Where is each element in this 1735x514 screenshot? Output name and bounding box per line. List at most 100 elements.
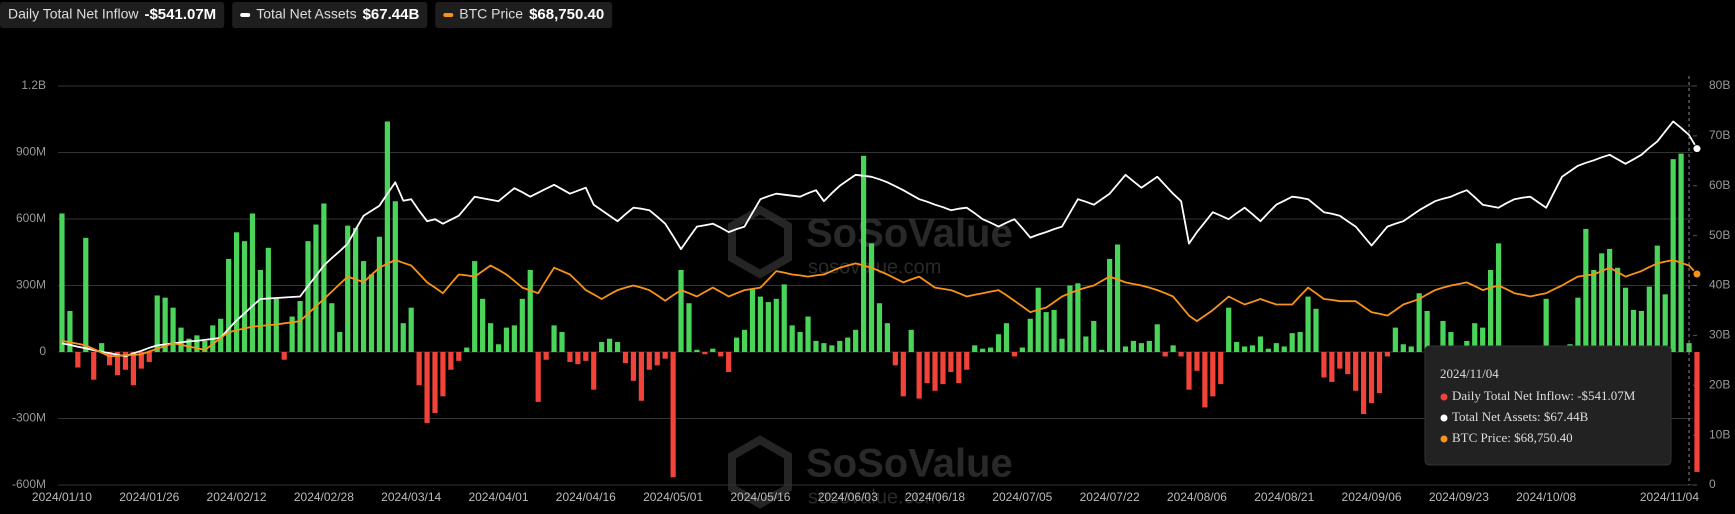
bar <box>114 352 121 376</box>
bar <box>1400 344 1406 352</box>
y2-tick-label: 0 <box>1709 477 1716 491</box>
bar <box>1289 333 1295 352</box>
bar <box>1678 153 1684 352</box>
bar <box>1178 352 1184 357</box>
bar <box>972 345 978 352</box>
bar <box>773 298 779 352</box>
bar <box>1241 346 1248 352</box>
x-tick-label: 2024/08/21 <box>1254 490 1314 504</box>
bar <box>154 295 160 352</box>
bar <box>670 352 676 478</box>
bar <box>559 332 565 352</box>
tooltip-dot <box>1440 435 1448 443</box>
watermark-icon <box>728 435 792 509</box>
bar <box>1614 267 1621 352</box>
bar <box>948 352 954 372</box>
watermark-url: sosovalue.com <box>808 486 941 508</box>
watermark-icon <box>728 205 792 279</box>
bar <box>313 224 319 352</box>
tooltip-dot <box>1440 393 1448 401</box>
line <box>61 259 1698 358</box>
line-end-dot <box>1692 144 1702 154</box>
bar <box>1099 349 1105 352</box>
bar <box>146 352 152 362</box>
bar <box>964 352 970 370</box>
bar <box>1408 346 1414 352</box>
x-tick-label: 2024/06/03 <box>818 490 878 504</box>
y-tick-label: 300M <box>16 278 46 292</box>
bar <box>686 303 692 352</box>
bar <box>678 269 684 352</box>
bar <box>1067 285 1073 352</box>
bar <box>1083 336 1089 352</box>
bar <box>1051 309 1057 352</box>
bar <box>130 352 137 386</box>
y2-tick-label: 40B <box>1709 278 1730 292</box>
y-tick-label: -600M <box>12 477 46 491</box>
bar <box>99 343 105 352</box>
bar <box>194 335 200 352</box>
bar <box>551 325 557 352</box>
bar <box>241 241 248 352</box>
bar <box>1392 327 1398 352</box>
bar <box>1281 346 1287 352</box>
bar <box>829 345 835 352</box>
y-tick-label: 0 <box>39 344 46 358</box>
bar <box>892 352 898 366</box>
x-tick-label: 2024/05/16 <box>730 490 790 504</box>
bar <box>860 155 867 352</box>
bar <box>741 329 748 352</box>
tooltip-line: Daily Total Net Inflow: -$541.07M <box>1452 388 1636 403</box>
bar <box>821 343 827 352</box>
bar <box>202 340 208 352</box>
y2-tick-label: 80B <box>1709 78 1730 92</box>
bar <box>781 284 787 352</box>
legend-swatch <box>443 13 454 17</box>
bar <box>1353 352 1359 391</box>
bar <box>519 298 525 352</box>
bar <box>1448 332 1454 352</box>
bar <box>1146 340 1152 352</box>
bar <box>876 303 883 352</box>
x-tick-label: 2024/04/16 <box>556 490 616 504</box>
bar <box>1027 318 1033 352</box>
bar <box>1591 269 1597 352</box>
bar <box>1234 342 1240 352</box>
bar <box>527 269 533 352</box>
bar <box>1249 345 1256 352</box>
bar <box>1091 320 1097 352</box>
bar <box>543 352 549 360</box>
bar <box>884 323 891 352</box>
legend-box <box>0 2 225 28</box>
bar <box>1384 352 1391 357</box>
bar <box>1075 283 1081 352</box>
bar <box>1337 352 1343 369</box>
x-tick-label: 2024/10/08 <box>1516 490 1576 504</box>
bar <box>1646 286 1652 352</box>
bar <box>702 352 708 355</box>
bar <box>480 298 486 352</box>
bar <box>360 261 367 352</box>
y2-tick-label: 60B <box>1709 178 1730 192</box>
bar <box>353 227 359 352</box>
bar <box>916 352 922 399</box>
bar <box>575 352 581 365</box>
x-tick-label: 2024/06/18 <box>905 490 965 504</box>
bar <box>432 352 438 413</box>
bar <box>797 332 803 352</box>
bar <box>1575 297 1581 352</box>
bar <box>1186 352 1192 390</box>
legend-value: $68,750.40 <box>529 6 604 23</box>
bar <box>1376 352 1383 394</box>
bar <box>1583 228 1589 352</box>
bar <box>1107 258 1113 352</box>
x-tick-label: 2024/01/10 <box>32 490 92 504</box>
bar <box>257 269 263 352</box>
bar <box>805 316 811 352</box>
y2-tick-label: 20B <box>1709 377 1730 391</box>
bar <box>392 201 398 352</box>
bar <box>1345 352 1351 375</box>
bar <box>178 327 184 352</box>
bar <box>1003 323 1010 352</box>
